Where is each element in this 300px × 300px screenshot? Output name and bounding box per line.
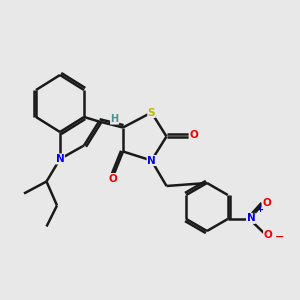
Text: O: O bbox=[264, 230, 272, 240]
Text: −: − bbox=[275, 232, 284, 242]
Text: S: S bbox=[148, 107, 155, 118]
Text: N: N bbox=[56, 154, 64, 164]
Text: O: O bbox=[108, 173, 117, 184]
Text: O: O bbox=[189, 130, 198, 140]
Text: +: + bbox=[256, 206, 263, 214]
Text: O: O bbox=[262, 197, 271, 208]
Text: H: H bbox=[110, 114, 119, 124]
Text: N: N bbox=[147, 155, 156, 166]
Text: N: N bbox=[247, 213, 255, 224]
